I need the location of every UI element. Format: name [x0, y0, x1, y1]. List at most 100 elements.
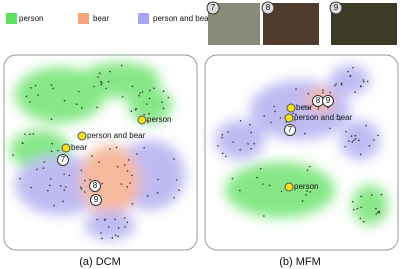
point [111, 237, 114, 239]
point [51, 142, 54, 145]
point [304, 105, 306, 107]
point [270, 121, 272, 124]
point [98, 72, 101, 74]
point [57, 149, 59, 152]
point [145, 103, 148, 105]
point [30, 186, 33, 189]
point [377, 211, 379, 214]
point [273, 105, 276, 108]
point [247, 143, 249, 145]
point [340, 82, 343, 85]
point [306, 169, 309, 171]
thumbnail-number: 8 [266, 3, 271, 12]
point [117, 227, 120, 229]
point [101, 182, 104, 185]
thumbnails: 7 8 9 [206, 1, 397, 45]
point [231, 177, 234, 180]
cluster-label: person [147, 115, 171, 124]
panel-caption: (b) MFM [279, 256, 321, 268]
panel-frame [204, 54, 399, 251]
point [53, 204, 56, 207]
label-dot [77, 131, 87, 141]
density-blob [85, 210, 135, 240]
point [126, 185, 129, 188]
label-dot [137, 115, 147, 125]
point [135, 107, 137, 110]
marker-badge [322, 95, 334, 107]
point [250, 131, 252, 134]
point [96, 218, 99, 221]
point [347, 70, 349, 73]
point [107, 80, 110, 83]
point [101, 237, 103, 240]
point [339, 118, 341, 121]
point [75, 103, 78, 105]
points [12, 64, 383, 240]
thumbnail-badge [206, 1, 220, 15]
point [239, 189, 241, 192]
label-dot [284, 182, 294, 192]
point [370, 194, 373, 196]
point [359, 217, 362, 220]
point [261, 183, 264, 185]
point [175, 179, 178, 181]
point [162, 107, 165, 110]
point [380, 193, 383, 196]
point [268, 184, 271, 187]
point [47, 189, 49, 192]
point [146, 195, 149, 197]
point [221, 152, 224, 155]
point [101, 82, 103, 84]
cluster-label: bear [296, 103, 312, 112]
point [63, 99, 66, 102]
point [96, 106, 98, 109]
point [80, 107, 83, 109]
point [317, 108, 320, 110]
point [24, 133, 26, 136]
point [280, 190, 283, 193]
point [148, 89, 151, 92]
point [349, 74, 352, 77]
point [64, 186, 67, 188]
point [250, 147, 252, 150]
point [217, 144, 219, 147]
point [362, 220, 365, 223]
point [306, 190, 308, 192]
point [263, 215, 265, 217]
point [239, 149, 241, 151]
legend: person bear person and bear [6, 13, 212, 24]
point [148, 97, 151, 100]
marker-number: 7 [288, 125, 293, 134]
point [334, 84, 336, 87]
marker-badge [284, 124, 296, 136]
point [221, 136, 223, 139]
point [121, 96, 124, 98]
point [178, 189, 180, 192]
point [21, 142, 24, 144]
point [322, 89, 324, 92]
point [98, 161, 100, 163]
point [167, 96, 170, 99]
point [127, 159, 130, 161]
point [83, 191, 86, 193]
point [362, 79, 365, 81]
point [126, 170, 129, 172]
point [138, 94, 140, 97]
point [123, 164, 126, 166]
point [80, 169, 83, 172]
point [115, 146, 118, 149]
point [50, 150, 53, 152]
point [256, 176, 258, 179]
legend-label: bear [93, 14, 109, 23]
legend-swatch [78, 13, 89, 24]
legend-label: person and bear [153, 14, 212, 23]
point [124, 226, 127, 228]
point [253, 142, 255, 145]
point [329, 91, 332, 94]
point [126, 221, 129, 224]
marker-number: 8 [93, 181, 98, 190]
density-blob [80, 145, 140, 215]
point [49, 178, 52, 180]
point [120, 64, 123, 67]
point [309, 107, 311, 109]
